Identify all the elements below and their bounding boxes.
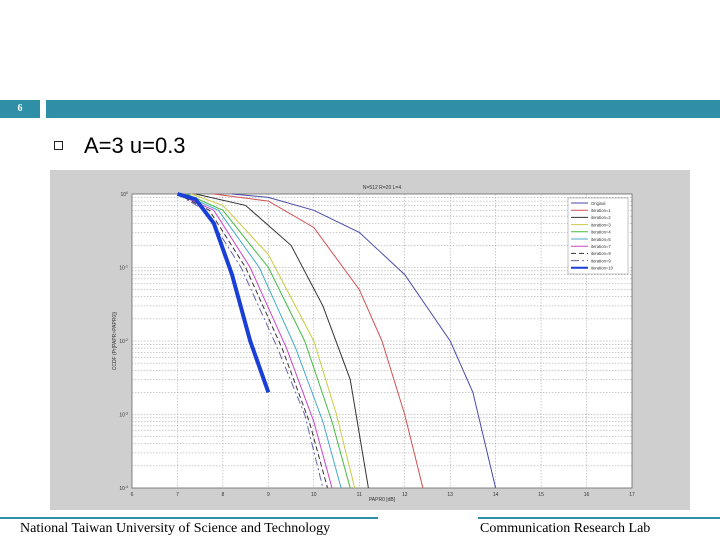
- series-line: [181, 193, 342, 489]
- y-tick-label: 10-1: [119, 265, 128, 272]
- slide-number: 6: [0, 100, 40, 118]
- footer-gap: [378, 515, 478, 521]
- legend: Original iteration=1 iteration=2 iteration=…: [567, 197, 629, 275]
- y-tick-label: 10-2: [119, 338, 128, 345]
- bullet-square-icon: [54, 141, 63, 150]
- y-tick-label: 10-4: [119, 485, 128, 492]
- series-line: [177, 193, 328, 489]
- chart-title: N=512 R=20 L=4: [363, 185, 401, 191]
- slide-heading: A=3 u=0.3: [84, 133, 186, 158]
- legend-label: Original: [591, 201, 605, 206]
- series-line: [213, 193, 424, 489]
- series-line: [195, 193, 369, 489]
- legend-label: iteration=4: [591, 230, 611, 235]
- legend-label: iteration=5: [591, 237, 611, 242]
- chart-figure: 6 7 8 9 10 11 12 13 14 15 16 17 100 10-1 10-2 10-3 10-4 …: [50, 170, 690, 510]
- series-line: [176, 192, 271, 394]
- x-tick-label: 13: [447, 492, 453, 498]
- x-tick-label: 16: [584, 492, 590, 498]
- series-line: [177, 193, 333, 489]
- x-tick-label: 10: [311, 492, 317, 498]
- y-tick-label: 100: [120, 191, 128, 198]
- header-bar: [46, 100, 720, 118]
- series-line: [177, 193, 324, 489]
- x-tick-label: 9: [267, 492, 270, 498]
- x-tick-label: 17: [629, 492, 635, 498]
- footer-divider: [0, 517, 720, 519]
- series-line: [231, 193, 497, 489]
- series-line: [186, 193, 351, 489]
- ccdf-chart: 6 7 8 9 10 11 12 13 14 15 16 1710010-110-210-310-4 …: [50, 170, 690, 510]
- legend-label: iteration=3: [591, 222, 611, 227]
- legend-label: iteration=10: [591, 266, 614, 271]
- series-lines: [176, 192, 497, 489]
- legend-label: iteration=7: [591, 244, 611, 249]
- legend-label: iteration=1: [591, 208, 611, 213]
- x-axis-label: PAPR0 [dB]: [369, 497, 396, 503]
- x-tick-label: 6: [131, 492, 134, 498]
- y-tick-label: 10-3: [119, 412, 128, 419]
- x-tick-label: 15: [538, 492, 544, 498]
- x-tick-label: 11: [357, 492, 362, 498]
- footer-university: National Taiwan University of Science an…: [20, 521, 331, 536]
- x-tick-label: 12: [402, 492, 408, 498]
- series-line: [190, 193, 356, 489]
- x-tick-label: 14: [493, 492, 499, 498]
- axis-ticks: 6 7 8 9 10 11 12 13 14 15 16 17 100 10-1 10-2 10-3 10-4: [119, 191, 635, 498]
- footer-lab: Communication Research Lab: [480, 521, 651, 536]
- legend-label: iteration=2: [591, 215, 611, 220]
- legend-label: iteration=9: [591, 258, 611, 263]
- legend-label: iteration=9: [591, 251, 611, 256]
- y-axis-label: CCDF (Pr[PAPR>PAPR0]): [112, 311, 118, 370]
- x-tick-label: 7: [176, 492, 179, 498]
- x-tick-label: 8: [222, 492, 225, 498]
